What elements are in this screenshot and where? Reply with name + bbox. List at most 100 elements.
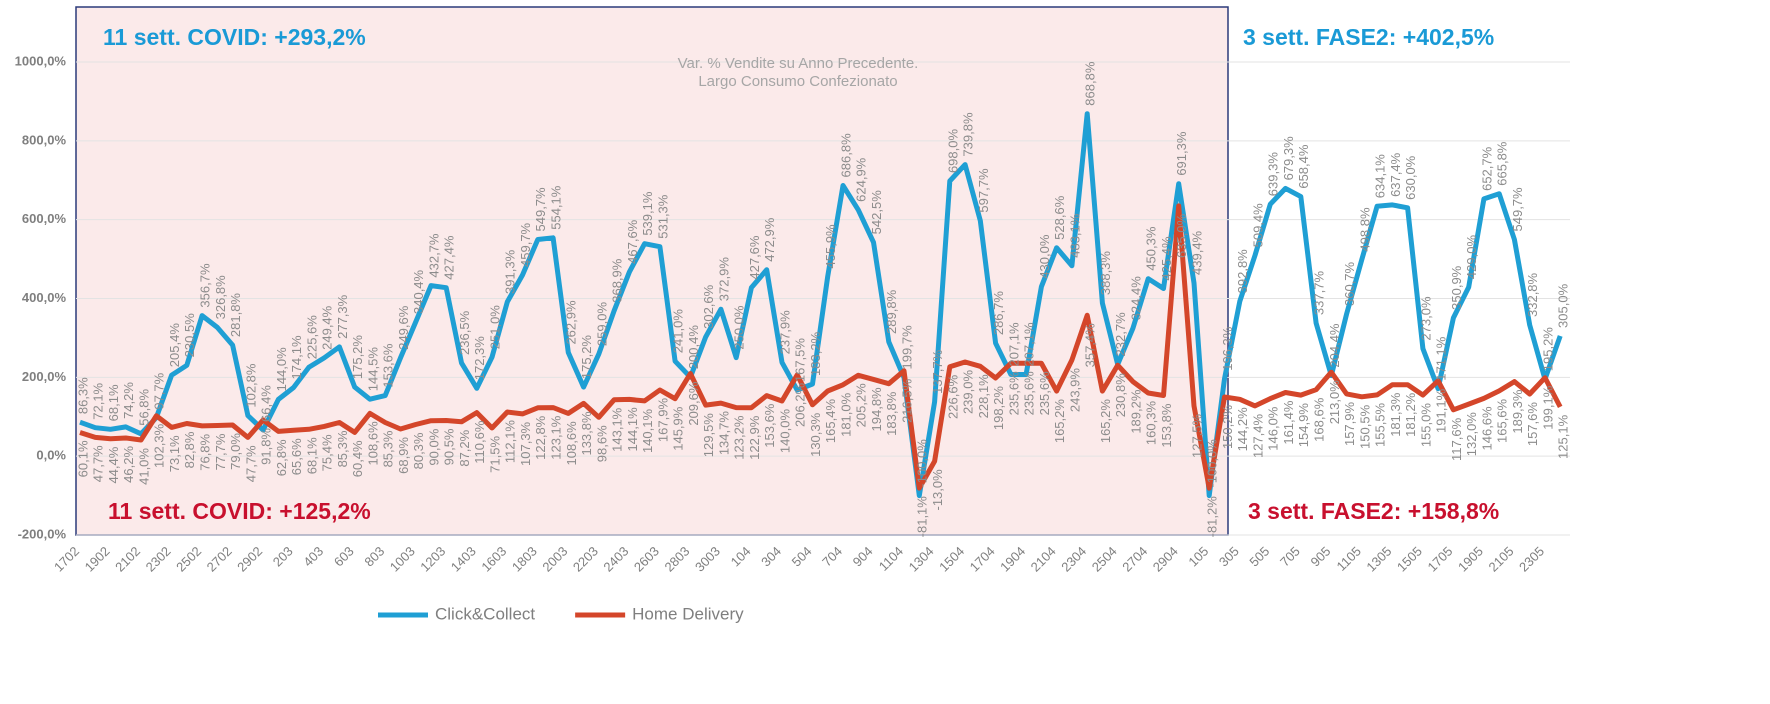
- data-label: 167,5%: [793, 338, 808, 383]
- data-label: 251,0%: [487, 305, 502, 350]
- data-label: 125,1%: [1556, 414, 1571, 459]
- data-label: 226,6%: [945, 374, 960, 419]
- y-tick-label: 400,0%: [22, 290, 67, 305]
- data-label: 324,4%: [1128, 276, 1143, 321]
- data-label: 108,6%: [365, 421, 380, 466]
- x-tick-label: 1505: [1394, 544, 1425, 575]
- x-tick-label: 1104: [876, 544, 906, 574]
- data-label: 357,4%: [1083, 323, 1098, 368]
- data-label: 161,4%: [1281, 400, 1296, 445]
- data-label: 123,2%: [732, 415, 747, 460]
- data-label: 79,0%: [228, 433, 243, 470]
- annotation: 11 sett. COVID: +293,2%: [103, 24, 366, 50]
- data-label: 154,9%: [1296, 403, 1311, 448]
- data-label: 237,9%: [777, 310, 792, 355]
- data-label: 509,4%: [1250, 203, 1265, 248]
- data-label: 175,2%: [350, 335, 365, 380]
- data-label: 232,7%: [1113, 312, 1128, 357]
- data-label: 286,7%: [991, 291, 1006, 336]
- data-label: 85,3%: [381, 430, 396, 467]
- x-tick-label: 105: [1185, 544, 1211, 570]
- data-label: 82,8%: [182, 431, 197, 468]
- data-label: 145,9%: [671, 406, 686, 451]
- data-label: 332,8%: [1525, 272, 1540, 317]
- data-label: 326,8%: [213, 275, 228, 320]
- data-label: 199,1%: [1540, 385, 1555, 430]
- data-label: 62,8%: [274, 439, 289, 476]
- data-label: 634,1%: [1373, 154, 1388, 199]
- data-label: 235,6%: [1006, 371, 1021, 416]
- data-label: 392,8%: [1235, 249, 1250, 294]
- x-tick-label: 1003: [387, 544, 418, 575]
- x-tick-label: 2302: [143, 544, 174, 575]
- data-label: 239,0%: [961, 370, 976, 415]
- data-label: -100,0%: [915, 439, 930, 488]
- data-label: 425,4%: [1159, 236, 1174, 281]
- x-tick-label: 2603: [631, 544, 662, 575]
- data-label: 691,3%: [1174, 131, 1189, 176]
- data-label: 228,1%: [976, 374, 991, 419]
- data-label: 56,8%: [136, 388, 151, 425]
- data-label: 140,1%: [640, 409, 655, 454]
- data-label: 639,3%: [1266, 152, 1281, 197]
- data-label: 194,8%: [869, 387, 884, 432]
- data-label: 196,3%: [1220, 326, 1235, 371]
- data-label: 195,2%: [1540, 327, 1555, 372]
- data-label: 165,6%: [1495, 398, 1510, 443]
- data-label: 665,8%: [1495, 141, 1510, 186]
- data-label: 117,6%: [1449, 417, 1464, 461]
- y-tick-label: 800,0%: [22, 132, 67, 147]
- data-label: 112,1%: [503, 420, 518, 464]
- data-label: 205,4%: [167, 323, 182, 368]
- data-label: 165,4%: [823, 399, 838, 444]
- data-label: 273,0%: [1418, 296, 1433, 341]
- data-label: 165,2%: [1098, 399, 1113, 444]
- data-label: 259,0%: [594, 302, 609, 347]
- data-label: 157,9%: [1342, 401, 1357, 446]
- x-tick-label: 305: [1216, 544, 1242, 570]
- data-label: 235,6%: [1022, 371, 1037, 416]
- x-tick-label: 2105: [1486, 544, 1517, 575]
- data-label: 432,7%: [426, 233, 441, 278]
- y-tick-label: 1000,0%: [15, 53, 67, 68]
- data-label: 137,7%: [930, 349, 945, 394]
- data-label: -81,1%: [915, 496, 930, 538]
- data-label: 368,9%: [610, 258, 625, 303]
- data-label: 80,3%: [411, 432, 426, 469]
- covid-period-band: [75, 6, 1229, 536]
- x-tick-label: 904: [850, 544, 876, 570]
- x-tick-label: 2104: [1028, 544, 1059, 575]
- data-label: 206,2%: [793, 382, 808, 427]
- data-label: 205,2%: [854, 383, 869, 428]
- data-label: 130,3%: [808, 412, 823, 457]
- x-tick-label: 1603: [478, 544, 509, 575]
- x-tick-label: 2904: [1150, 544, 1181, 575]
- data-label: 483,1%: [1067, 213, 1082, 258]
- x-tick-label: 2203: [570, 544, 601, 575]
- data-label: 134,7%: [716, 411, 731, 456]
- data-label: 153,6%: [762, 403, 777, 448]
- data-label: 337,7%: [1311, 271, 1326, 316]
- series-line: [79, 111, 1563, 499]
- x-tick-label: 2003: [539, 544, 570, 575]
- data-label: 102,3%: [152, 423, 167, 468]
- data-label: 531,3%: [655, 194, 670, 239]
- data-label: 305,0%: [1556, 283, 1571, 328]
- data-label: 153,8%: [1159, 403, 1174, 448]
- data-label: 739,8%: [961, 112, 976, 157]
- data-label: 132,0%: [1464, 412, 1479, 457]
- data-label: 143,1%: [610, 407, 625, 452]
- data-label: 127,4%: [1250, 414, 1265, 459]
- data-label: 207,1%: [1006, 322, 1021, 367]
- x-tick-label: 203: [270, 544, 296, 570]
- data-label: 236,5%: [457, 310, 472, 355]
- data-label: 388,3%: [1098, 251, 1113, 296]
- data-label: 91,8%: [259, 428, 274, 465]
- x-tick-label: 705: [1277, 544, 1303, 570]
- data-label: 122,8%: [533, 415, 548, 460]
- x-tick-label: 2803: [661, 544, 692, 575]
- data-label: 87,2%: [457, 429, 472, 466]
- x-tick-label: 803: [361, 544, 387, 570]
- subtitle: Largo Consumo Confezionato: [698, 73, 897, 90]
- data-label: 129,5%: [701, 413, 716, 458]
